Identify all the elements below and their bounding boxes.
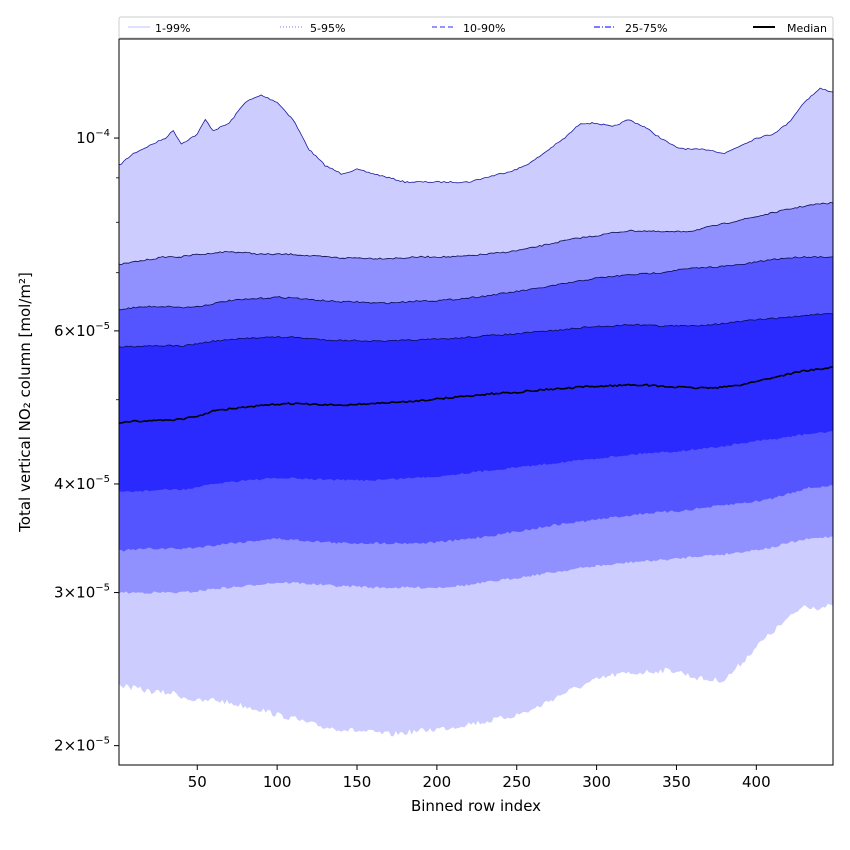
band-upper-edge-5-95% (119, 201, 833, 266)
y-tick-label: 10−4 (76, 128, 110, 147)
x-tick-label: 350 (662, 773, 691, 791)
x-tick-label: 100 (263, 773, 292, 791)
legend-box (118, 16, 834, 39)
y-tick-label: 2×10−5 (54, 736, 110, 755)
x-tick-label: 50 (188, 773, 207, 791)
legend-label: Median (787, 22, 827, 35)
median-line (119, 366, 833, 425)
x-tick-label: 300 (582, 773, 611, 791)
band-upper-edge-25-75% (119, 313, 833, 348)
y-tick-label: 6×10−5 (54, 321, 110, 340)
band-upper-edge-10-90% (119, 255, 833, 311)
x-axis: 50 100 150 200 250 300 350 400 (188, 765, 771, 791)
y-axis-label: Total vertical NO₂ column [mol/m²] (16, 272, 34, 533)
x-axis-label: Binned row index (411, 797, 541, 815)
median-layer (119, 366, 833, 425)
y-tick-label: 3×10−5 (54, 583, 110, 602)
legend-label: 10-90% (463, 22, 505, 35)
x-tick-label: 400 (742, 773, 771, 791)
x-tick-label: 200 (423, 773, 452, 791)
band-25-75% (119, 313, 833, 493)
x-tick-label: 150 (343, 773, 372, 791)
x-tick-label: 250 (502, 773, 531, 791)
plot-frame (118, 38, 834, 766)
band-upper-edge-1-99% (119, 87, 833, 184)
y-tick-label: 4×10−5 (54, 474, 110, 493)
legend: 1-99% 5-95% 10-90% 25-75% Median (118, 16, 834, 39)
percentile-bands (119, 87, 833, 737)
legend-label: 25-75% (625, 22, 667, 35)
y-axis: 2×10−5 3×10−5 4×10−5 6×10−5 10−4 (54, 128, 119, 755)
legend-label: 5-95% (310, 22, 345, 35)
legend-label: 1-99% (155, 22, 190, 35)
